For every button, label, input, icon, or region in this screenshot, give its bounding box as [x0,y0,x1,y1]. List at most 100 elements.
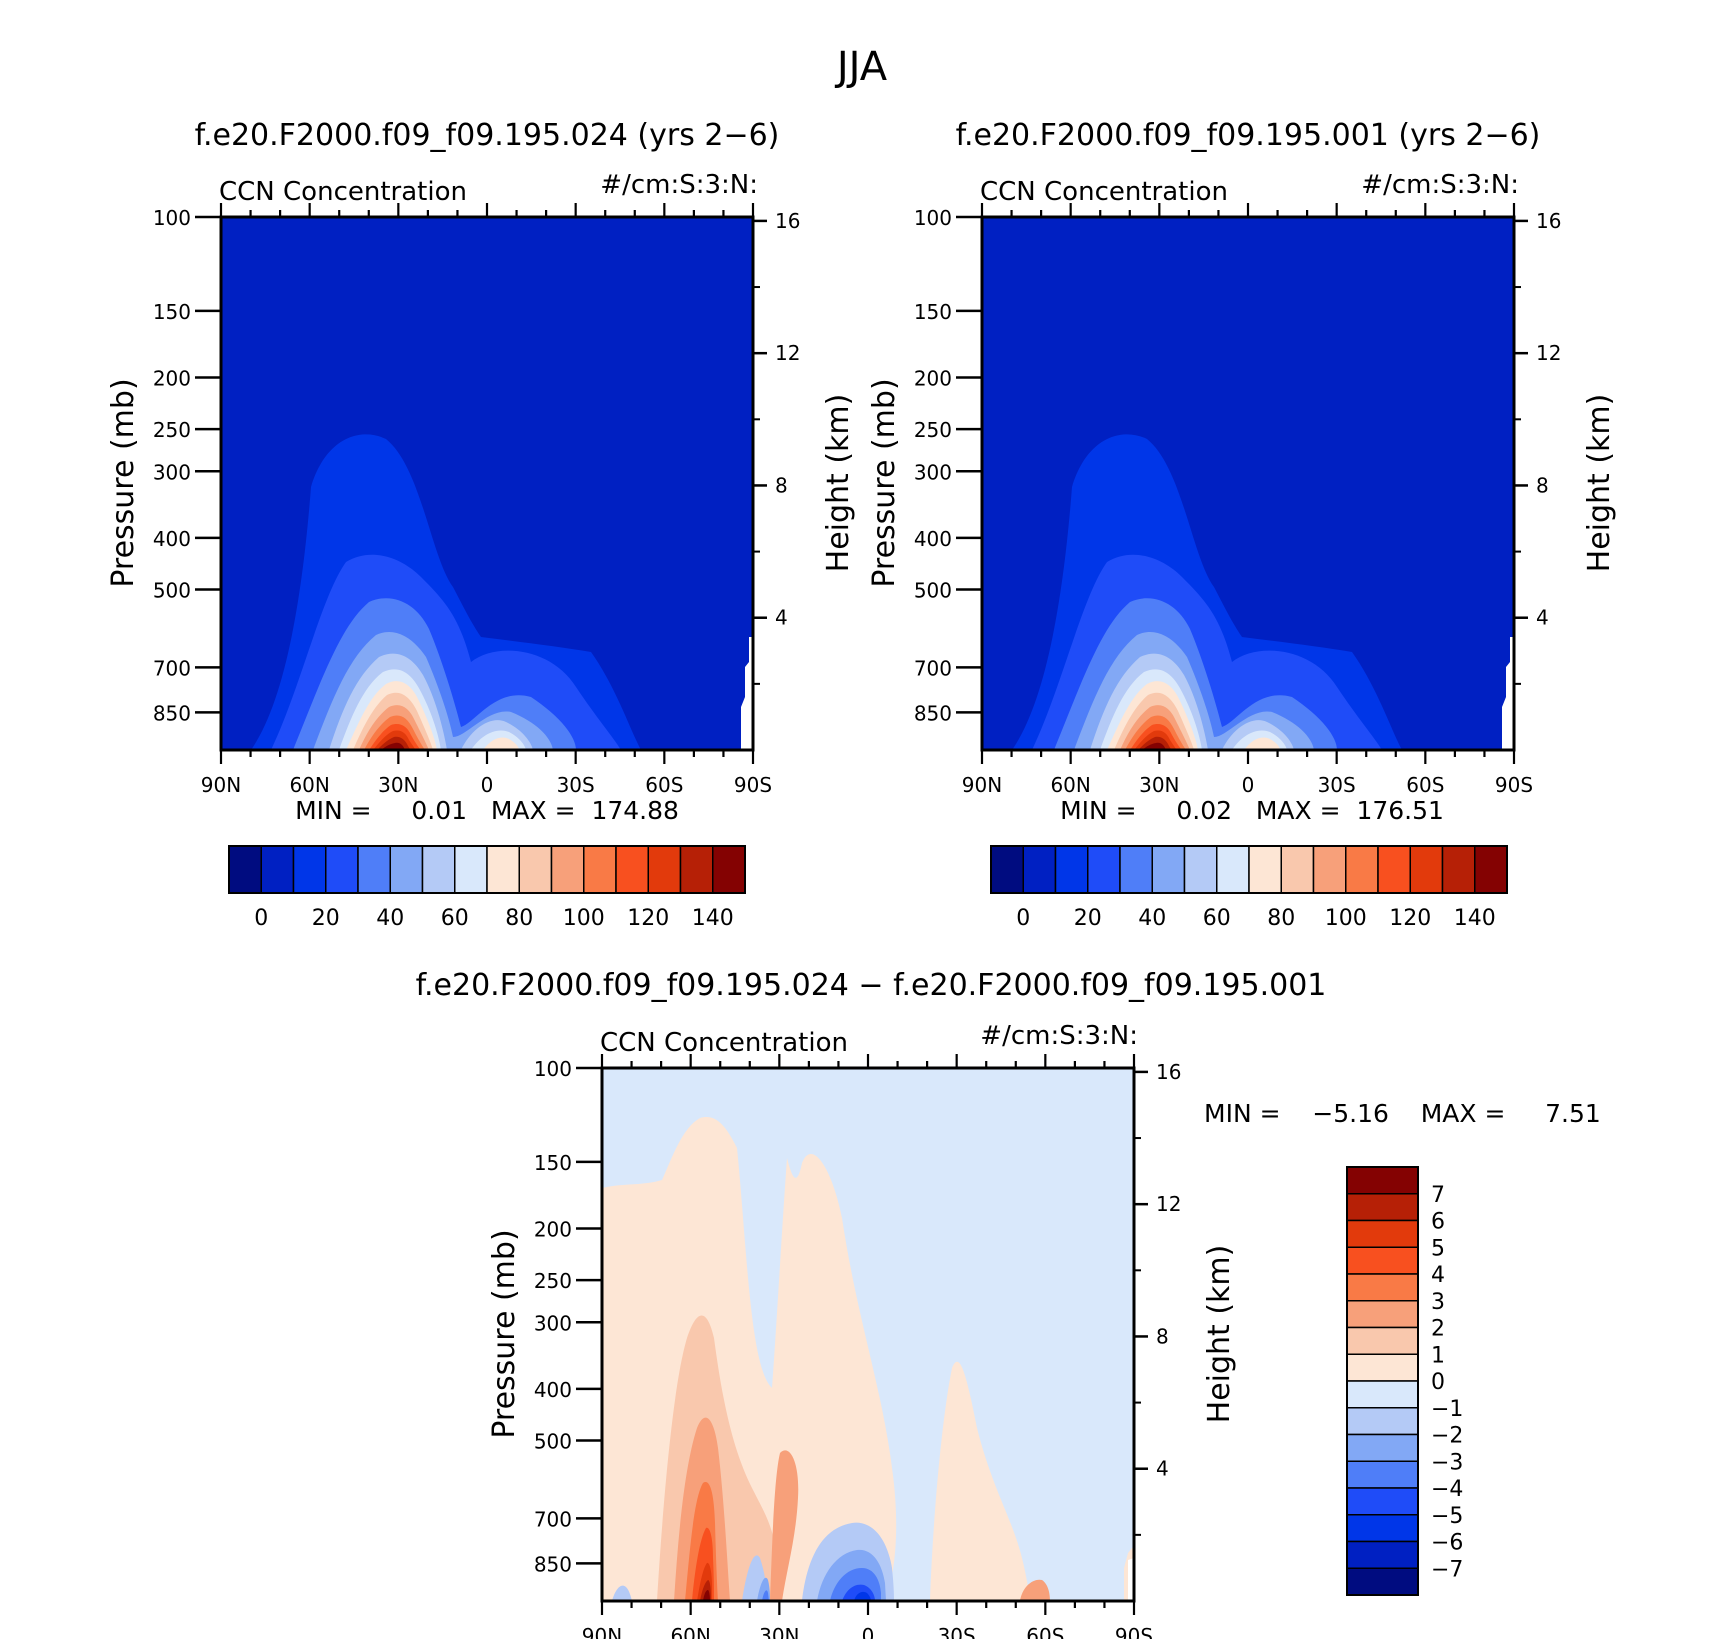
colorbar-swatch [1346,1246,1419,1275]
pressure-tick-label: 250 [914,418,952,442]
colorbar-label: −6 [1431,1531,1463,1556]
pressure-tick-label: 250 [534,1269,572,1293]
colorbar-frame [1346,1166,1419,1596]
height-tick-label: 16 [1156,1060,1181,1084]
lat-tick-label: 90S [1115,1624,1153,1639]
colorbar-label: 60 [1203,906,1231,931]
pressure-tick-label: 500 [153,579,191,603]
colorbar-swatch [389,845,424,894]
colorbar-swatch [1087,845,1121,894]
colorbar-swatch [990,845,1024,894]
panel-top-left: f.e20.F2000.f09_f09.195.024 (yrs 2−6) CC… [106,118,856,931]
colorbar-label: −2 [1431,1424,1463,1449]
height-tick-label: 12 [1536,341,1561,365]
pressure-tick-label: 700 [153,656,191,680]
colorbar-label: 120 [627,906,669,931]
colorbar-swatch [518,845,553,894]
colorbar-swatch [260,845,295,894]
left-axis: 100 150 200 250 300 400 500 700 850 [914,206,982,725]
lat-tick-label: 30S [938,1624,976,1639]
colorbar-swatch [325,845,359,894]
pressure-tick-label: 100 [914,206,952,230]
colorbar-label: 20 [312,906,340,931]
height-tick-label: 4 [1536,606,1549,630]
pressure-tick-label: 150 [914,300,952,324]
colorbar-label: 2 [1431,1317,1445,1342]
height-tick-label: 8 [1156,1324,1169,1348]
colorbar-swatch [1216,845,1250,894]
variable-label: CCN Concentration [219,177,467,207]
pressure-axis-label: Pressure (mb) [867,378,902,587]
colorbar-label: 40 [1138,906,1166,931]
height-tick-label: 8 [775,473,788,497]
colorbar-swatch [1054,845,1089,894]
lat-tick-label: 0 [481,773,494,797]
colorbar-swatch [583,845,617,894]
height-axis-label: Height (km) [1202,1245,1237,1424]
colorbar-swatch [1377,845,1411,894]
pressure-tick-label: 700 [534,1507,572,1531]
lat-tick-label: 30N [378,773,418,797]
colorbar-label: 140 [692,906,734,931]
lat-tick-label: 90N [582,1624,622,1639]
pressure-tick-label: 400 [534,1378,572,1402]
units-label: #/cm:S:3:N: [600,170,758,200]
colorbar-swatch [454,845,488,894]
lat-tick-label: 60N [670,1624,710,1639]
min-max-readout: MIN = 0.02 MAX = 176.51 [1060,796,1444,825]
colorbar-swatch [1346,1540,1419,1569]
colorbar-label: −7 [1431,1557,1463,1582]
pressure-tick-label: 850 [914,701,952,725]
bottom-axis: 90N 60N 30N 0 30S 60S 90S [582,1601,1153,1639]
colorbar-swatch [1346,1380,1419,1409]
colorbar-label: −3 [1431,1450,1463,1475]
height-axis-label: Height (km) [821,394,856,573]
height-tick-label: 4 [1156,1457,1169,1481]
colorbar-swatch [1280,845,1315,894]
colorbar-label: 5 [1431,1236,1445,1261]
height-tick-label: 16 [1536,209,1561,233]
pressure-tick-label: 500 [534,1430,572,1454]
pressure-tick-label: 200 [914,366,952,390]
colorbar-swatch [550,845,585,894]
colorbar-swatch [712,845,746,894]
panel-title: f.e20.F2000.f09_f09.195.001 (yrs 2−6) [956,118,1541,153]
colorbar-swatch [1248,845,1282,894]
heatmap-field [602,1068,1134,1601]
lat-tick-label: 60S [645,773,683,797]
right-axis: 16 12 8 4 [753,209,800,685]
colorbar-label: 140 [1454,906,1496,931]
lat-tick-label: 90S [1495,773,1533,797]
colorbar-swatch [1346,1514,1419,1543]
pressure-tick-label: 400 [914,527,952,551]
panel-title: f.e20.F2000.f09_f09.195.024 (yrs 2−6) [195,118,780,153]
height-tick-label: 8 [1536,473,1549,497]
lat-tick-label: 30S [557,773,595,797]
top-axis [980,203,1516,217]
pressure-tick-label: 150 [534,1151,572,1175]
pressure-tick-label: 300 [914,460,952,484]
colorbar-label: −1 [1431,1397,1463,1422]
height-tick-label: 16 [775,209,800,233]
colorbar-swatch [1151,845,1186,894]
colorbar-swatch [1346,1273,1419,1302]
colorbar-label: 0 [254,906,268,931]
colorbar-swatch [1119,845,1153,894]
colorbar-label: 120 [1389,906,1431,931]
colorbar-label: 4 [1431,1263,1445,1288]
colorbar-swatch [647,845,682,894]
colorbar-swatch [1022,845,1057,894]
colorbar-label: 80 [505,906,533,931]
lat-tick-label: 0 [1242,773,1255,797]
colorbar-swatch [1346,1433,1419,1462]
colorbar-label: 3 [1431,1290,1445,1315]
page-title: JJA [834,44,888,90]
colorbar-swatch [1346,1193,1419,1222]
heatmap-field [221,217,753,750]
colorbar-swatch [1441,845,1476,894]
lat-tick-label: 60S [1406,773,1444,797]
pressure-tick-label: 500 [914,579,952,603]
left-axis: 100 150 200 250 300 400 500 700 850 [534,1057,602,1576]
lat-tick-label: 30S [1318,773,1356,797]
